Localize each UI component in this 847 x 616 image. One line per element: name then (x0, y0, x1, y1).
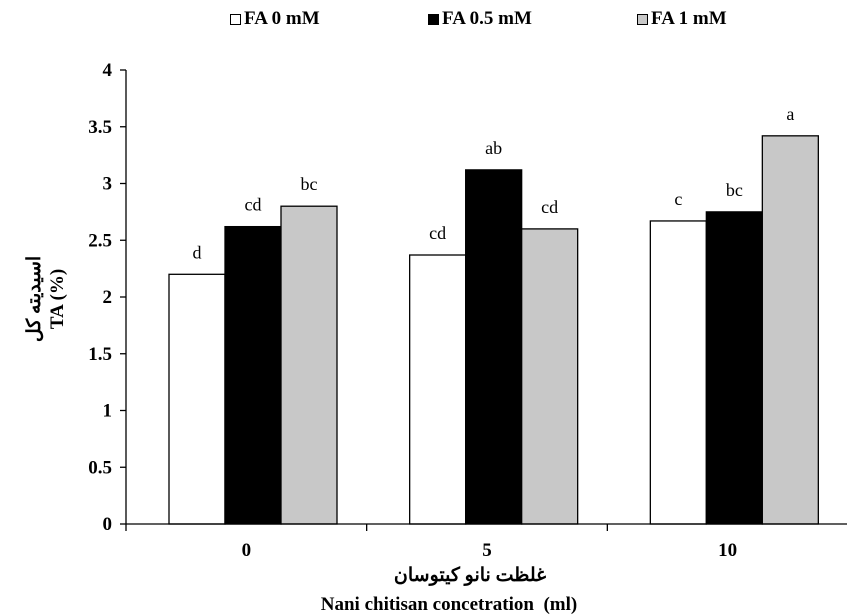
bar (465, 169, 523, 525)
legend-label-fa-0: FA 0 mM (244, 8, 320, 29)
y-tick-label: 3 (103, 174, 113, 195)
y-tick-label: 1 (103, 401, 113, 422)
x-tick-label: 10 (718, 540, 737, 561)
bar (761, 135, 819, 525)
data-label: bc (726, 180, 743, 200)
y-axis-title-en: TA (%) (47, 269, 68, 329)
data-label: cd (245, 195, 262, 215)
legend-item-fa-0: FA 0 mM (230, 8, 320, 30)
y-axis-title-fa: اسیدیته کل (24, 256, 45, 342)
legend-swatch-fa-1 (637, 13, 648, 25)
x-tick-label: 0 (242, 540, 252, 561)
y-tick-label: 2.5 (88, 230, 112, 251)
bar (521, 228, 579, 525)
data-label: a (786, 104, 794, 124)
y-tick-label: 0.5 (88, 457, 112, 478)
legend-item-fa-1: FA 1 mM (637, 8, 727, 30)
x-axis-title-en: Nani chitisan concetration (ml) (321, 594, 577, 615)
y-tick-label: 4 (103, 60, 113, 81)
y-tick-label: 0 (103, 514, 113, 535)
legend-swatch-fa-05 (428, 13, 439, 25)
y-tick-label: 3.5 (88, 117, 112, 138)
data-label: cd (429, 223, 446, 243)
bar (705, 211, 763, 525)
bar (168, 273, 226, 525)
legend-item-fa-05: FA 0.5 mM (428, 8, 532, 30)
data-label: ab (485, 138, 502, 158)
legend-swatch-fa-0 (230, 13, 241, 25)
legend: FA 0 mM FA 0.5 mM FA 1 mM (0, 8, 847, 38)
x-tick-label: 5 (482, 540, 492, 561)
legend-label-fa-05: FA 0.5 mM (442, 8, 532, 29)
bar (280, 205, 338, 525)
bar (409, 254, 467, 525)
bar (224, 225, 282, 525)
data-labels: d cd c cd ab bc bc cd a (193, 104, 795, 262)
bars (168, 135, 819, 525)
data-label: d (193, 242, 202, 262)
x-axis-title-fa: غلظت نانو کیتوسان (394, 565, 546, 586)
data-label: cd (541, 197, 558, 217)
y-tick-label: 1.5 (88, 344, 112, 365)
data-label: c (674, 189, 682, 209)
data-label: bc (301, 174, 318, 194)
bar (649, 220, 707, 525)
y-tick-label: 2 (103, 287, 113, 308)
x-axis-ticks: 0 5 10 (125, 524, 737, 561)
legend-label-fa-1: FA 1 mM (651, 8, 727, 29)
y-axis-ticks: 0 0.5 1 1.5 2 2.5 3 3.5 4 (88, 60, 126, 535)
